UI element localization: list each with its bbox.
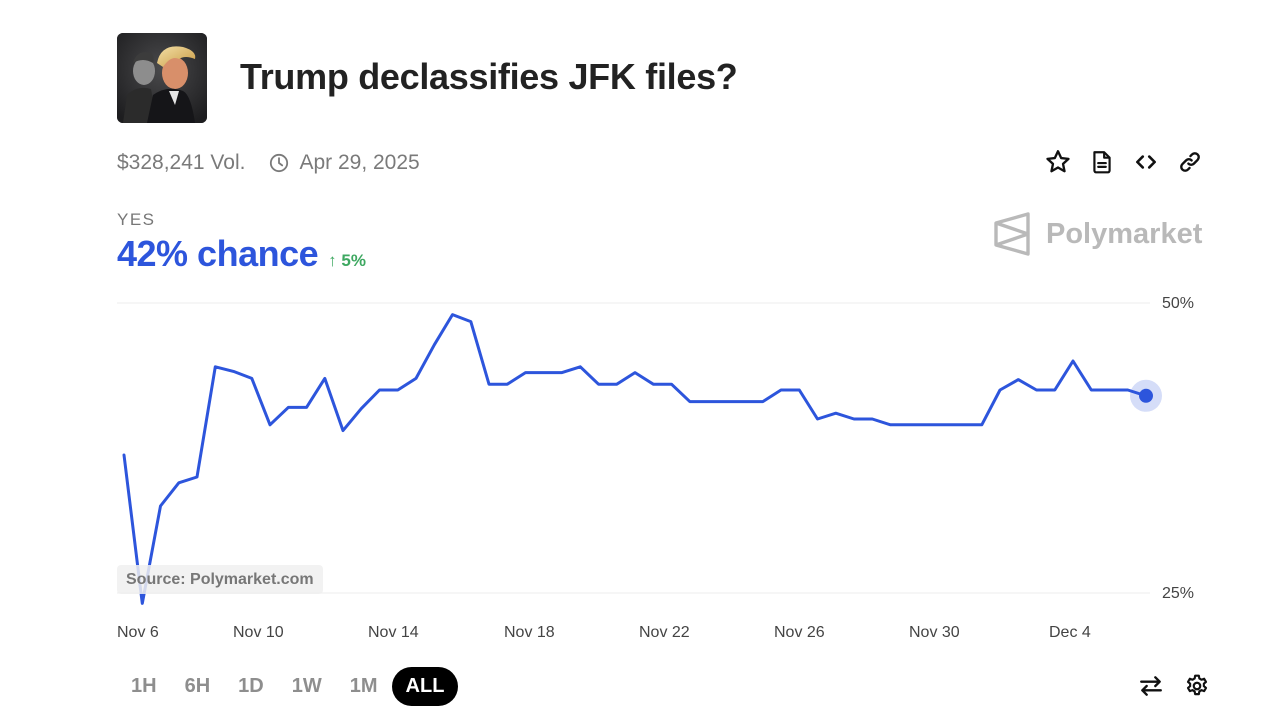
details-button[interactable] (1088, 148, 1116, 176)
range-1w[interactable]: 1W (291, 675, 322, 697)
copy-link-button[interactable] (1176, 148, 1204, 176)
bookmark-button[interactable] (1044, 148, 1072, 176)
code-icon (1136, 155, 1156, 169)
chart-controls (1138, 673, 1210, 699)
market-thumbnail (117, 33, 207, 123)
current-point-marker[interactable] (1139, 388, 1153, 403)
source-label: Source: Polymarket.com (117, 565, 323, 594)
link-icon (1180, 152, 1200, 172)
gear-icon (1186, 674, 1208, 696)
clock-icon (270, 153, 289, 173)
market-meta: $328,241 Vol. Apr 29, 2025 (117, 151, 420, 175)
x-tick: Nov 18 (504, 624, 555, 641)
x-tick: Nov 14 (368, 624, 419, 641)
y-tick-25: 25% (1162, 585, 1195, 602)
x-tick: Nov 22 (639, 624, 690, 641)
polymarket-watermark: Polymarket (992, 211, 1202, 257)
x-tick: Nov 6 (117, 624, 159, 641)
outcome-chance-row: 42% chance ↑ 5% (117, 233, 366, 275)
volume-text: $328,241 Vol. (117, 151, 246, 174)
x-tick: Nov 26 (774, 624, 825, 641)
range-1d[interactable]: 1D (238, 675, 264, 697)
x-tick: Nov 30 (909, 624, 960, 641)
chart-settings-button[interactable] (1184, 673, 1210, 699)
chance-value: 42% chance (117, 233, 319, 274)
range-1h[interactable]: 1H (131, 675, 157, 697)
range-all[interactable]: ALL (391, 667, 459, 706)
range-6h[interactable]: 6H (184, 675, 211, 697)
outcome-label: YES (117, 210, 156, 229)
time-range-selector: 1H 6H 1D 1W 1M ALL (117, 667, 459, 706)
embed-button[interactable] (1132, 148, 1160, 176)
y-tick-50: 50% (1162, 295, 1195, 312)
star-icon (1046, 150, 1070, 173)
x-tick: Nov 10 (233, 624, 284, 641)
portrait-image-icon (117, 33, 207, 123)
chance-delta-value: 5% (341, 251, 366, 270)
swap-arrows-icon (1140, 676, 1162, 696)
end-date-text: Apr 29, 2025 (299, 151, 420, 174)
brand-name: Polymarket (1046, 217, 1203, 250)
market-title: Trump declassifies JFK files? (240, 56, 738, 97)
document-icon (1093, 151, 1111, 174)
end-date: Apr 29, 2025 (269, 151, 420, 175)
x-tick: Dec 4 (1049, 624, 1091, 641)
range-1m[interactable]: 1M (349, 675, 378, 697)
swap-outcome-button[interactable] (1138, 673, 1164, 699)
polymarket-logo-icon (994, 212, 1030, 256)
yes-price-line (122, 313, 1148, 605)
chance-delta: ↑ 5% (328, 251, 366, 271)
market-actions (1044, 148, 1204, 176)
arrow-up-icon: ↑ (328, 251, 337, 270)
